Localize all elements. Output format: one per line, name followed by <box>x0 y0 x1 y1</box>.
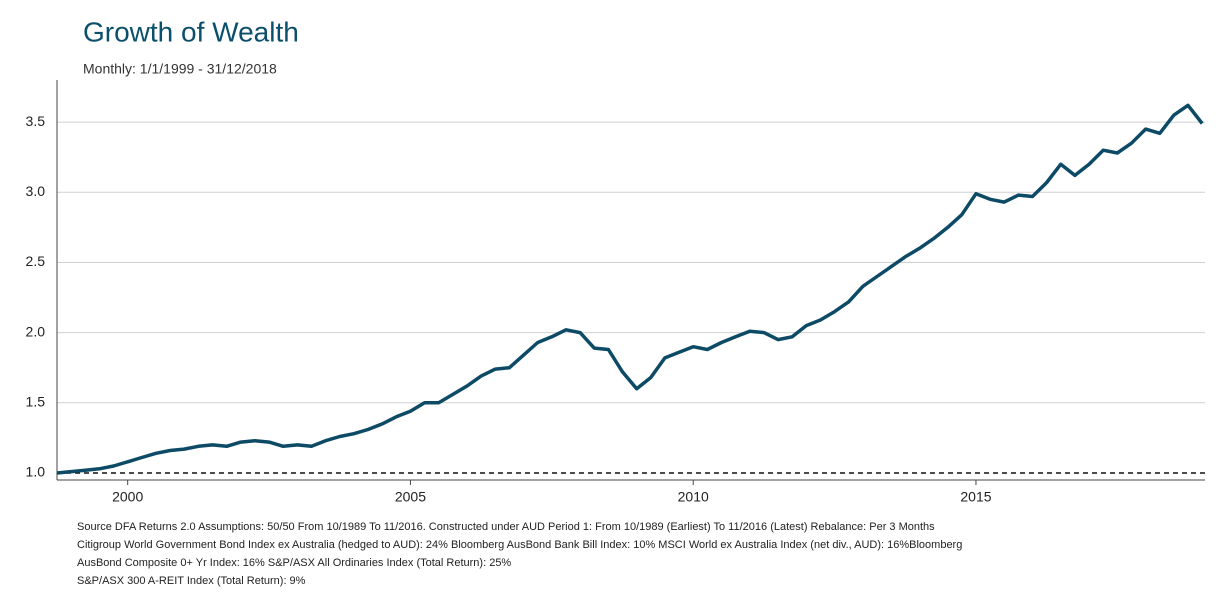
footnote: Source DFA Returns 2.0 Assumptions: 50/5… <box>77 521 935 533</box>
footnote: S&P/ASX 300 A-REIT Index (Total Return):… <box>77 575 306 587</box>
y-tick-label: 3.0 <box>26 183 46 199</box>
y-tick-label: 2.5 <box>26 253 46 269</box>
x-tick-label: 2005 <box>395 489 426 505</box>
y-tick-label: 3.5 <box>26 113 46 129</box>
data-line <box>56 103 1204 475</box>
x-tick-label: 2015 <box>960 489 991 505</box>
chart-subtitle: Monthly: 1/1/1999 - 31/12/2018 <box>83 61 277 77</box>
y-tick-label: 1.0 <box>26 464 46 480</box>
footnote: Citigroup World Government Bond Index ex… <box>77 539 962 551</box>
x-tick-label: 2010 <box>678 489 709 505</box>
y-tick-label: 1.5 <box>26 394 46 410</box>
footnote: AusBond Composite 0+ Yr Index: 16% S&P/A… <box>77 557 511 569</box>
x-tick-label: 2000 <box>112 489 143 505</box>
y-tick-label: 2.0 <box>26 323 46 339</box>
chart-title: Growth of Wealth <box>83 16 299 47</box>
